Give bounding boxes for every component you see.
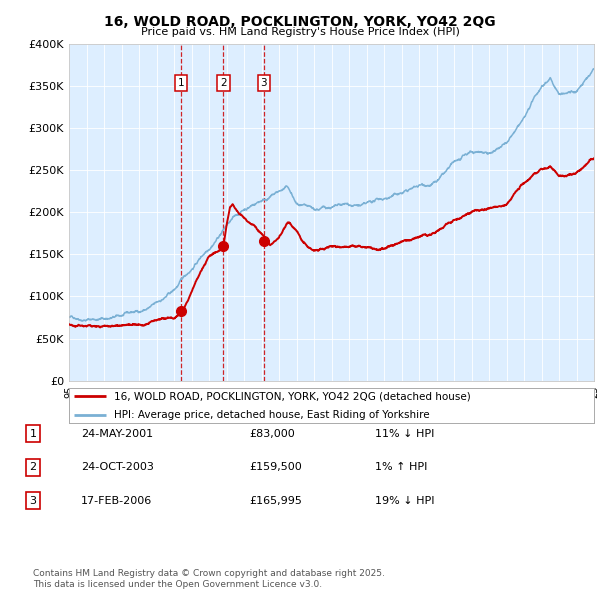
Text: 1: 1 [178,78,184,88]
Text: 24-MAY-2001: 24-MAY-2001 [81,429,153,438]
Text: 17-FEB-2006: 17-FEB-2006 [81,496,152,506]
Text: 19% ↓ HPI: 19% ↓ HPI [375,496,434,506]
Text: HPI: Average price, detached house, East Riding of Yorkshire: HPI: Average price, detached house, East… [113,410,429,420]
Text: 11% ↓ HPI: 11% ↓ HPI [375,429,434,438]
Text: Price paid vs. HM Land Registry's House Price Index (HPI): Price paid vs. HM Land Registry's House … [140,27,460,37]
Text: 1% ↑ HPI: 1% ↑ HPI [375,463,427,472]
Text: 3: 3 [29,496,37,506]
Text: 1: 1 [29,429,37,438]
Text: £159,500: £159,500 [249,463,302,472]
Text: 2: 2 [29,463,37,472]
Text: £165,995: £165,995 [249,496,302,506]
Text: 2: 2 [220,78,227,88]
Text: 16, WOLD ROAD, POCKLINGTON, YORK, YO42 2QG: 16, WOLD ROAD, POCKLINGTON, YORK, YO42 2… [104,15,496,29]
Text: 24-OCT-2003: 24-OCT-2003 [81,463,154,472]
Text: 16, WOLD ROAD, POCKLINGTON, YORK, YO42 2QG (detached house): 16, WOLD ROAD, POCKLINGTON, YORK, YO42 2… [113,392,470,401]
Text: Contains HM Land Registry data © Crown copyright and database right 2025.
This d: Contains HM Land Registry data © Crown c… [33,569,385,589]
Text: 3: 3 [260,78,267,88]
Text: £83,000: £83,000 [249,429,295,438]
